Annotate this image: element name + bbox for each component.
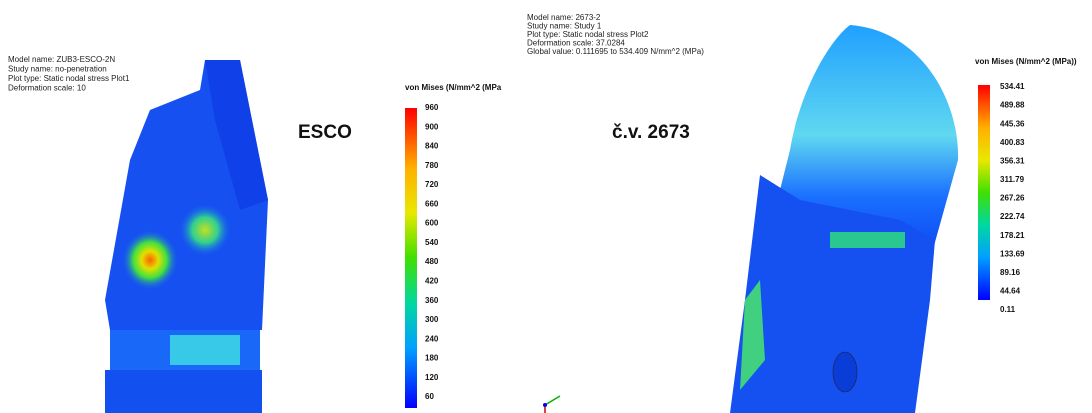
color-bar (405, 108, 417, 408)
model-label: č.v. 2673 (612, 122, 690, 143)
canvas: Model name: ZUB3-ESCO-2NStudy name: no-p… (0, 0, 1092, 413)
legend-title: von Mises (N/mm^2 (MPa)) (975, 57, 1077, 66)
legend-tick: 89.16 (1000, 268, 1021, 277)
legend-tick: 540 (425, 238, 439, 247)
legend-tick: 960 (425, 103, 439, 112)
legend-tick: 840 (425, 142, 439, 151)
info-line: Deformation scale: 10 (8, 84, 86, 93)
legend-tick: 60 (425, 392, 434, 401)
legend-tick: 178.21 (1000, 231, 1025, 240)
legend-tick: 180 (425, 354, 439, 363)
info-line: Study name: no-penetration (8, 65, 107, 74)
legend-tick: 240 (425, 334, 439, 343)
color-bar (978, 85, 990, 300)
info-line: Model name: ZUB3-ESCO-2N (8, 55, 115, 64)
legend-tick: 600 (425, 219, 439, 228)
model-label: ESCO (298, 122, 352, 143)
legend-tick: 120 (425, 373, 439, 382)
legend-tick: 311.79 (1000, 175, 1025, 184)
info-line: Plot type: Static nodal stress Plot1 (8, 74, 130, 83)
legend-tick: 267.26 (1000, 194, 1025, 203)
legend-tick: 420 (425, 277, 439, 286)
legend-tick: 534.41 (1000, 82, 1025, 91)
legend-tick: 400.83 (1000, 138, 1025, 147)
legend-tick: 720 (425, 180, 439, 189)
legend-tick: 133.69 (1000, 249, 1025, 258)
legend-tick: 489.88 (1000, 101, 1025, 110)
legend-tick: 900 (425, 122, 439, 131)
legend-tick: 356.31 (1000, 156, 1025, 165)
legend-tick: 300 (425, 315, 439, 324)
legend-tick: 660 (425, 199, 439, 208)
legend-tick: 360 (425, 296, 439, 305)
legend-tick: 44.64 (1000, 287, 1021, 296)
legend-tick: 445.36 (1000, 119, 1025, 128)
screenshot: Model name: ZUB3-ESCO-2NStudy name: no-p… (0, 0, 1092, 413)
legend-tick: 222.74 (1000, 212, 1025, 221)
left-model (105, 60, 268, 413)
legend-title: von Mises (N/mm^2 (MPa (405, 83, 502, 92)
legend-tick: 480 (425, 257, 439, 266)
right-model (730, 25, 958, 413)
axis-triad (543, 396, 560, 413)
info-line: Global value: 0.111695 to 534.409 N/mm^2… (527, 47, 704, 56)
legend-tick: 780 (425, 161, 439, 170)
legend-tick: 0.11 (1000, 305, 1016, 314)
